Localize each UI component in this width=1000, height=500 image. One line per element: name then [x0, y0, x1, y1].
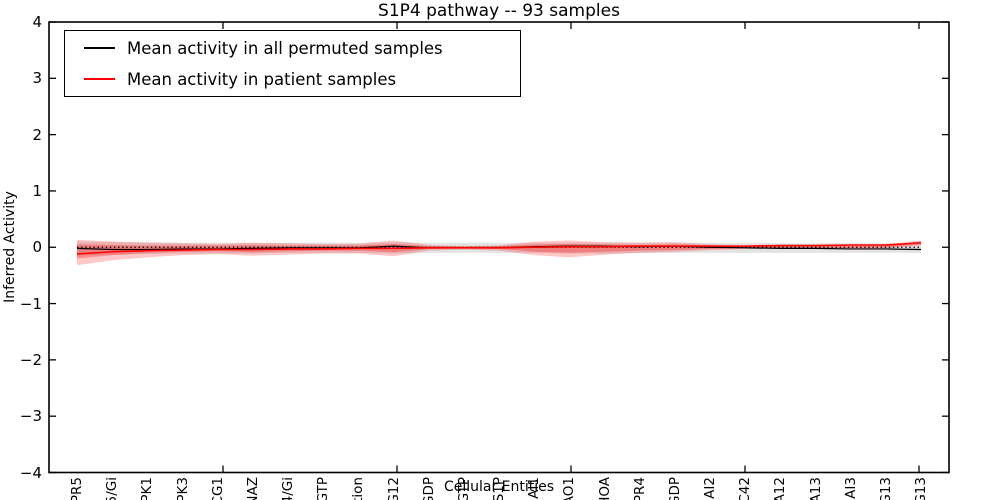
y-tick-label: 0	[32, 238, 42, 257]
y-tick-label: 3	[32, 69, 42, 88]
x-category-label: GNAI2	[702, 477, 718, 500]
x-axis-label: Cellular Entities	[443, 479, 555, 495]
x-category-label: G12/G13	[878, 477, 894, 500]
x-category-label: CDC42/GTP	[315, 477, 331, 500]
x-category-label: CDC42/GDP	[667, 477, 683, 500]
legend-label-patient: Mean activity in patient samples	[127, 69, 397, 89]
y-tick-label: −4	[19, 463, 42, 482]
x-category-label: mol:GDP	[421, 477, 437, 500]
x-category-label: GNAI3	[842, 477, 859, 500]
x-category-label: GNAZ	[244, 477, 261, 500]
x-category-label: cell migration	[350, 477, 366, 500]
band-permuted-samples-range	[77, 241, 921, 256]
x-category-label: S1P/S1P4/G12/G13	[913, 477, 929, 500]
x-category-label: MAPK3	[175, 477, 191, 500]
x-category-label: S1P/S1P4/Gi	[280, 477, 296, 500]
x-category-label: S1P/S1P5/Gi	[104, 477, 120, 500]
x-category-label: RHOA	[596, 477, 613, 500]
x-category-label: MAPK1	[139, 477, 155, 500]
y-tick-label: 4	[32, 13, 42, 31]
x-category-label: GNA12	[772, 477, 788, 500]
x-category-label: mol:S1P	[491, 477, 507, 500]
legend-entry-patient: Mean activity in patient samples	[65, 64, 520, 95]
x-category-label: CDC42	[737, 477, 753, 500]
legend: Mean activity in all permuted samples Me…	[64, 30, 521, 97]
y-tick-label: −3	[19, 407, 42, 426]
x-category-label: PLCG1	[209, 477, 226, 500]
x-category-label: S1P/S1P5/G12	[386, 477, 402, 500]
x-category-label: mol:GTP	[456, 477, 472, 500]
legend-entry-permuted: Mean activity in all permuted samples	[65, 33, 520, 64]
y-tick-label: −1	[19, 294, 42, 313]
x-category-label: S1PR5	[69, 477, 85, 500]
series-line-1	[76, 241, 922, 255]
y-tick-label: 2	[32, 125, 42, 144]
x-category-label: GNA13	[808, 477, 824, 500]
x-category-label: S1PR4	[631, 477, 648, 500]
y-tick-label: 1	[32, 181, 42, 200]
x-category-label: GNAI1	[526, 477, 543, 500]
y-tick-label: −2	[19, 350, 42, 369]
permuted-line-swatch	[84, 47, 115, 49]
chart-title: S1P4 pathway -- 93 samples	[378, 1, 620, 21]
x-category-label: GNAO1	[561, 477, 577, 500]
legend-label-permuted: Mean activity in all permuted samples	[127, 38, 443, 58]
patient-line-swatch	[84, 78, 115, 80]
